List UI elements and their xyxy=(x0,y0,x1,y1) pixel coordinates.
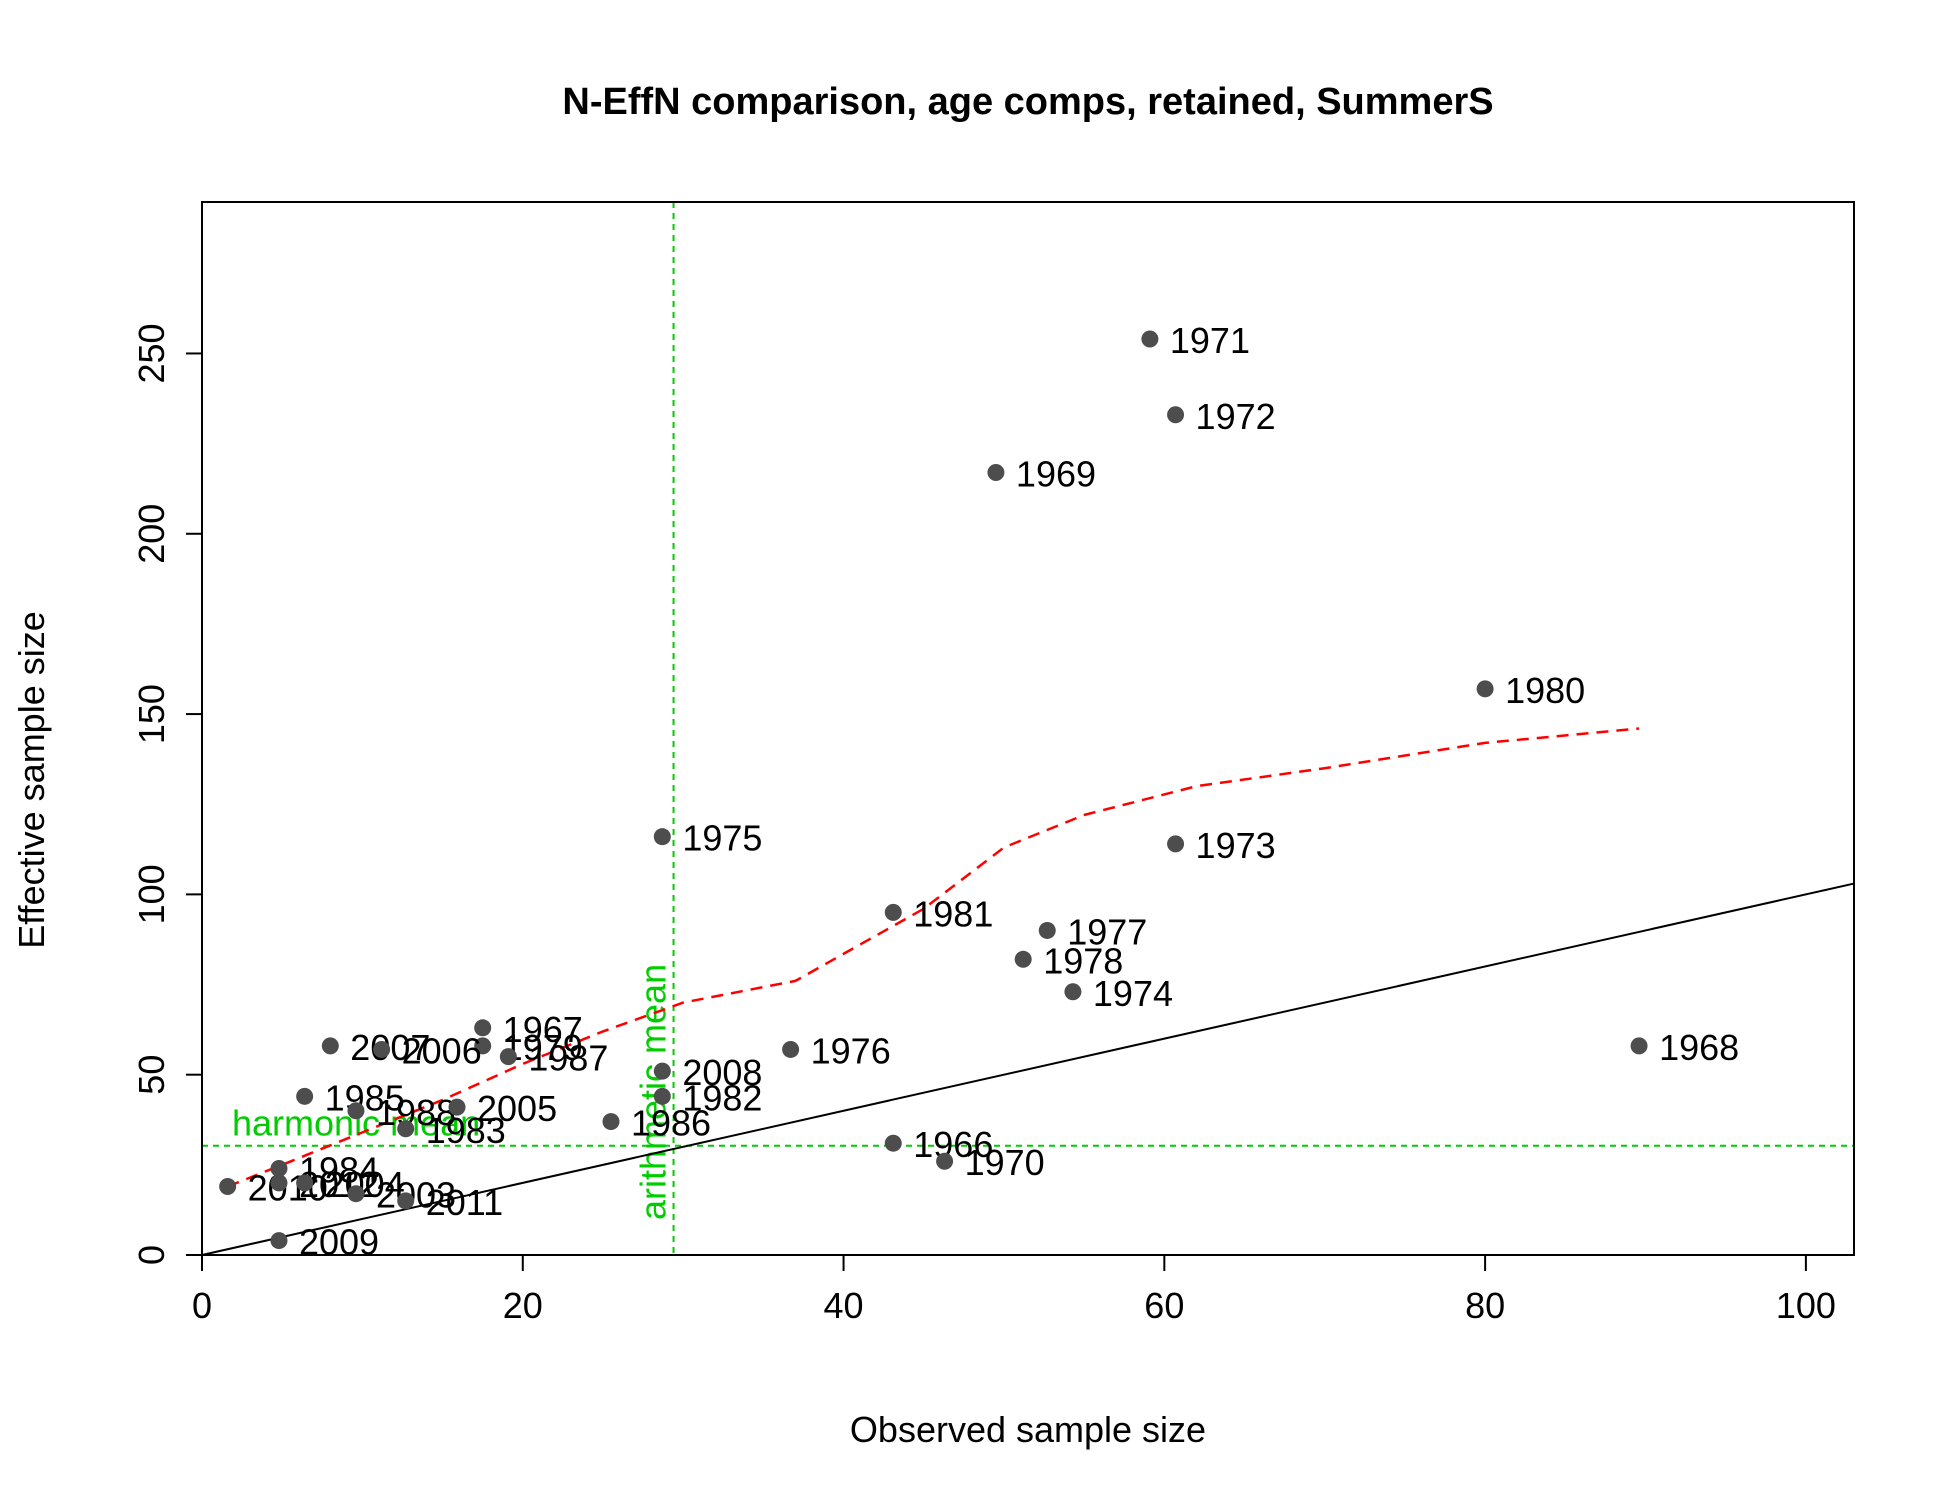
point-label-2009: 2009 xyxy=(299,1222,379,1263)
point-label-1982: 1982 xyxy=(682,1077,762,1118)
point-label-1980: 1980 xyxy=(1505,670,1585,711)
point-label-1966: 1966 xyxy=(913,1124,993,1165)
point-label-1969: 1969 xyxy=(1016,453,1096,494)
data-point-2010 xyxy=(219,1177,237,1195)
plot-frame xyxy=(201,201,1855,1256)
point-label-2008: 2008 xyxy=(682,1052,762,1093)
data-point-2011 xyxy=(397,1192,415,1210)
data-point-1984 xyxy=(270,1159,288,1177)
data-point-1971 xyxy=(1141,330,1159,348)
data-point-1988 xyxy=(347,1102,365,1120)
one-to-one-line xyxy=(201,882,1855,1256)
x-tick-label-100: 100 xyxy=(1776,1285,1836,1326)
loess-fit-line xyxy=(227,727,1640,1188)
y-tick-label-150: 150 xyxy=(131,684,172,744)
data-points: 1971 1972 1969 1980 1975 1973 1981 197719781974… xyxy=(219,320,1739,1263)
point-label-1985: 1985 xyxy=(325,1077,405,1118)
point-label-1968: 1968 xyxy=(1659,1027,1739,1068)
point-label-1987: 1987 xyxy=(528,1038,608,1079)
fit-lines xyxy=(201,727,1855,1256)
point-label-1988: 1988 xyxy=(376,1092,456,1133)
data-point-1981 xyxy=(884,903,902,921)
point-label-2003: 2003 xyxy=(376,1175,456,1216)
y-axis-label: Effective sample size xyxy=(11,611,52,948)
data-point-1972 xyxy=(1167,406,1185,424)
x-tick-label-40: 40 xyxy=(824,1285,864,1326)
point-label-1983: 1983 xyxy=(426,1110,506,1151)
y-tick-label-200: 200 xyxy=(131,504,172,564)
data-point-1985 xyxy=(296,1087,314,1105)
y-tick-label-50: 50 xyxy=(131,1055,172,1095)
data-point-2012 xyxy=(270,1174,288,1192)
data-point-2003 xyxy=(347,1185,365,1203)
point-label-1967: 1967 xyxy=(503,1009,583,1050)
point-label-2006: 2006 xyxy=(402,1030,482,1071)
point-label-1981: 1981 xyxy=(913,893,993,934)
data-point-2004 xyxy=(296,1174,314,1192)
point-label-1974: 1974 xyxy=(1093,973,1173,1014)
data-point-1986 xyxy=(602,1113,620,1131)
tick-labels: 0 20 40 60 80 100 0 50 100 150 200 250 xyxy=(131,323,1836,1326)
data-point-1983 xyxy=(397,1120,415,1138)
point-label-2005: 2005 xyxy=(477,1088,557,1129)
x-tick-label-60: 60 xyxy=(1144,1285,1184,1326)
point-label-2011: 2011 xyxy=(426,1182,503,1223)
data-point-2005 xyxy=(448,1098,466,1116)
data-point-1976 xyxy=(782,1040,800,1058)
y-tick-label-0: 0 xyxy=(131,1245,172,1265)
chart-title: N-EffN comparison, age comps, retained, … xyxy=(562,81,1493,123)
point-label-1977: 1977 xyxy=(1067,911,1147,952)
data-point-2007 xyxy=(321,1037,339,1055)
data-point-2006 xyxy=(373,1040,391,1058)
data-point-2008 xyxy=(653,1062,671,1080)
point-label-1986: 1986 xyxy=(631,1103,711,1144)
data-point-1987 xyxy=(499,1048,517,1066)
point-label-2010: 2010 xyxy=(248,1167,328,1208)
data-point-2009 xyxy=(270,1232,288,1250)
data-point-1974 xyxy=(1064,983,1082,1001)
data-point-1969 xyxy=(987,463,1005,481)
point-label-1978: 1978 xyxy=(1043,940,1123,981)
axes xyxy=(186,352,1807,1271)
point-label-1971: 1971 xyxy=(1170,320,1250,361)
data-point-1967 xyxy=(474,1019,492,1037)
x-tick-label-20: 20 xyxy=(503,1285,543,1326)
data-point-1975 xyxy=(653,828,671,846)
point-label-1972: 1972 xyxy=(1196,396,1276,437)
data-point-1977 xyxy=(1038,921,1056,939)
point-label-1970: 1970 xyxy=(965,1142,1045,1183)
x-axis-label: Observed sample size xyxy=(850,1409,1206,1450)
data-point-1980 xyxy=(1476,680,1494,698)
x-tick-label-80: 80 xyxy=(1465,1285,1505,1326)
x-tick-label-0: 0 xyxy=(192,1285,212,1326)
data-point-1968 xyxy=(1630,1037,1648,1055)
point-label-1979: 1979 xyxy=(503,1027,583,1068)
data-point-1970 xyxy=(936,1152,954,1170)
data-point-1966 xyxy=(884,1134,902,1152)
y-tick-label-250: 250 xyxy=(131,323,172,383)
point-label-2007: 2007 xyxy=(350,1027,430,1068)
data-point-1973 xyxy=(1167,835,1185,853)
point-label-1973: 1973 xyxy=(1196,825,1276,866)
point-label-1976: 1976 xyxy=(811,1030,891,1071)
point-label-1975: 1975 xyxy=(682,818,762,859)
point-label-2004: 2004 xyxy=(325,1164,405,1205)
data-point-1982 xyxy=(653,1087,671,1105)
data-point-1978 xyxy=(1014,950,1032,968)
y-tick-label-100: 100 xyxy=(131,864,172,924)
data-point-1979 xyxy=(474,1037,492,1055)
